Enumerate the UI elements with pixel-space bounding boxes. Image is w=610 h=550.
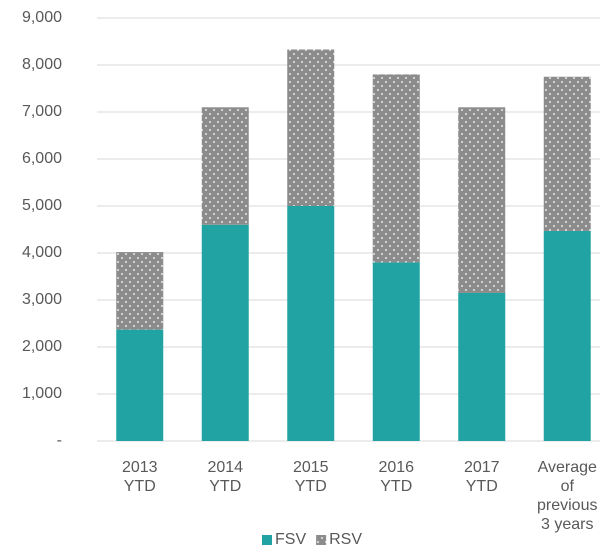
bar-segment (372, 74, 420, 263)
y-tick-label: - (57, 432, 62, 449)
x-tick-label: 2014 YTD (207, 459, 243, 495)
legend-label: FSV (275, 531, 306, 548)
bar-segment (116, 252, 164, 330)
bar-segment (543, 230, 591, 441)
bar-segment (458, 292, 506, 441)
y-tick-label: 7,000 (22, 103, 62, 120)
bar-segment (543, 76, 591, 231)
x-tick-label: 2017 YTD (464, 459, 500, 495)
y-tick-label: 1,000 (22, 385, 62, 402)
y-tick-label: 5,000 (22, 197, 62, 214)
bar-segment (372, 262, 420, 441)
y-tick-label: 9,000 (22, 9, 62, 26)
x-tick-label: Average of previous 3 years (537, 459, 597, 533)
y-tick-label: 6,000 (22, 150, 62, 167)
y-tick-label: 4,000 (22, 244, 62, 261)
legend-swatch (262, 535, 272, 545)
bar-segment (287, 49, 335, 206)
x-tick-label: 2015 YTD (293, 459, 329, 495)
legend-swatch (316, 535, 327, 545)
bar-segment (116, 329, 164, 441)
x-tick-label: 2016 YTD (378, 459, 414, 495)
y-tick-label: 3,000 (22, 291, 62, 308)
bar-segment (458, 107, 506, 293)
bar-segment (201, 224, 249, 441)
y-tick-label: 2,000 (22, 338, 62, 355)
y-tick-label: 8,000 (22, 56, 62, 73)
bar-segment (287, 206, 335, 441)
legend-label: RSV (329, 531, 362, 548)
bar-segment (201, 107, 249, 225)
x-tick-label: 2013 YTD (122, 459, 158, 495)
